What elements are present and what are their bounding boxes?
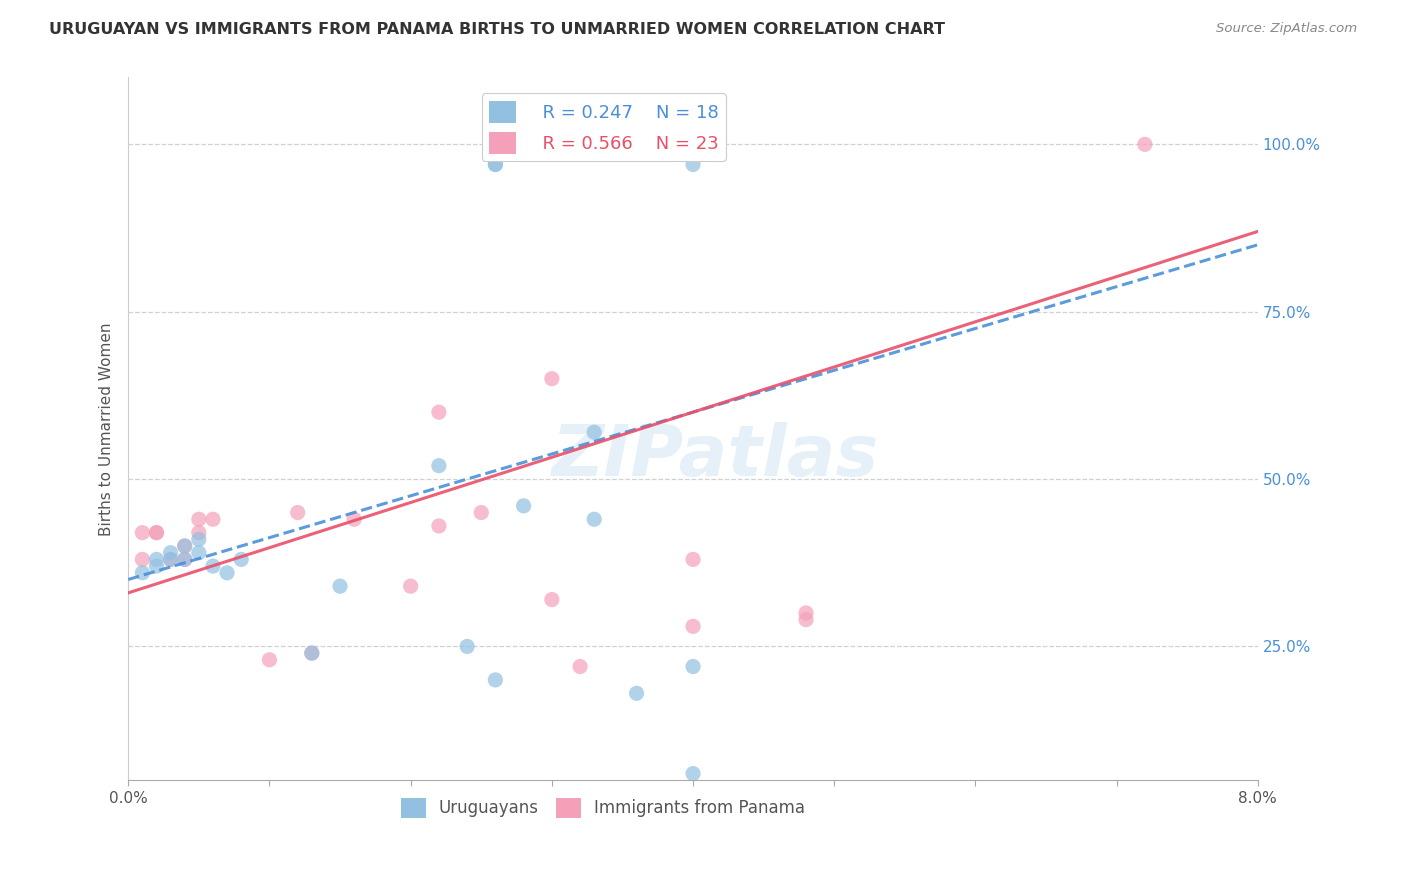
Point <box>427 405 450 419</box>
Point <box>231 552 253 566</box>
Point <box>329 579 352 593</box>
Point <box>259 653 281 667</box>
Point <box>456 640 478 654</box>
Point <box>343 512 366 526</box>
Point <box>145 525 167 540</box>
Legend: Uruguayans, Immigrants from Panama: Uruguayans, Immigrants from Panama <box>394 791 811 825</box>
Point <box>131 566 153 580</box>
Point <box>682 659 704 673</box>
Point <box>187 512 209 526</box>
Point <box>217 566 239 580</box>
Point <box>187 546 209 560</box>
Point <box>159 552 181 566</box>
Text: ZIPatlas: ZIPatlas <box>553 423 879 491</box>
Text: Source: ZipAtlas.com: Source: ZipAtlas.com <box>1216 22 1357 36</box>
Point <box>794 613 817 627</box>
Point <box>131 552 153 566</box>
Point <box>173 552 195 566</box>
Point <box>682 157 704 171</box>
Point <box>427 519 450 533</box>
Point <box>159 546 181 560</box>
Point <box>682 552 704 566</box>
Point <box>540 372 562 386</box>
Point <box>159 552 181 566</box>
Point <box>173 539 195 553</box>
Point <box>583 425 606 440</box>
Text: URUGUAYAN VS IMMIGRANTS FROM PANAMA BIRTHS TO UNMARRIED WOMEN CORRELATION CHART: URUGUAYAN VS IMMIGRANTS FROM PANAMA BIRT… <box>49 22 945 37</box>
Point <box>301 646 323 660</box>
Point <box>145 525 167 540</box>
Point <box>201 512 224 526</box>
Point <box>569 659 592 673</box>
Point <box>145 552 167 566</box>
Point <box>682 619 704 633</box>
Point <box>484 157 506 171</box>
Point <box>399 579 422 593</box>
Point <box>145 559 167 574</box>
Point <box>484 673 506 687</box>
Point <box>484 157 506 171</box>
Point <box>131 525 153 540</box>
Point <box>512 499 534 513</box>
Point <box>187 525 209 540</box>
Y-axis label: Births to Unmarried Women: Births to Unmarried Women <box>100 322 114 535</box>
Point <box>470 506 492 520</box>
Point <box>187 533 209 547</box>
Point <box>1133 137 1156 152</box>
Point <box>287 506 309 520</box>
Point <box>583 512 606 526</box>
Point <box>626 686 648 700</box>
Point <box>173 552 195 566</box>
Point <box>201 559 224 574</box>
Point <box>173 539 195 553</box>
Point <box>301 646 323 660</box>
Point <box>427 458 450 473</box>
Point <box>794 606 817 620</box>
Point <box>682 766 704 780</box>
Point <box>540 592 562 607</box>
